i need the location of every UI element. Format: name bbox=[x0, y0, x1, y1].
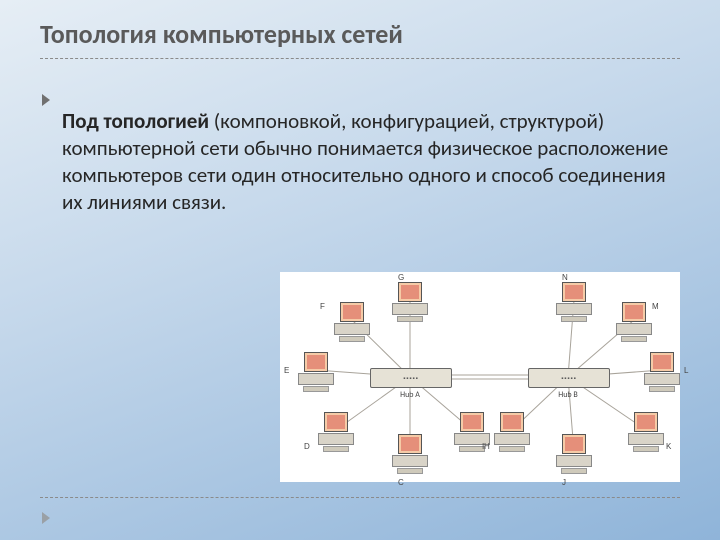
computer-node bbox=[330, 302, 374, 342]
network-topology-diagram: Hub AHub BGFEDCHNMLKJI bbox=[280, 272, 680, 482]
node-label: C bbox=[398, 478, 404, 487]
title-divider bbox=[40, 58, 680, 59]
node-label: J bbox=[562, 478, 566, 487]
node-label: H bbox=[484, 442, 490, 451]
chevron-right-icon bbox=[40, 93, 52, 112]
body-paragraph: Под топологией (компоновкой, конфигураци… bbox=[62, 108, 680, 216]
footer-divider bbox=[40, 497, 680, 498]
node-label: K bbox=[666, 442, 671, 451]
hub-label: Hub A bbox=[370, 390, 450, 400]
chevron-right-icon bbox=[40, 511, 52, 530]
computer-node bbox=[552, 282, 596, 322]
computer-node bbox=[624, 412, 668, 452]
node-label: G bbox=[398, 273, 404, 282]
hub-b bbox=[528, 368, 610, 388]
node-label: D bbox=[304, 442, 310, 451]
node-label: M bbox=[652, 302, 659, 311]
computer-node bbox=[294, 352, 338, 392]
bullet-row: Под топологией (компоновкой, конфигураци… bbox=[40, 87, 680, 237]
hub-a bbox=[370, 368, 452, 388]
computer-node bbox=[490, 412, 534, 452]
computer-node bbox=[612, 302, 656, 342]
node-label: F bbox=[320, 302, 325, 311]
computer-node bbox=[388, 434, 432, 474]
computer-node bbox=[314, 412, 358, 452]
computer-node bbox=[640, 352, 684, 392]
page-title: Топология компьютерных сетей bbox=[40, 18, 680, 50]
diagram-canvas: Hub AHub BGFEDCHNMLKJI bbox=[280, 272, 680, 482]
node-label: I bbox=[482, 442, 484, 451]
node-label: L bbox=[684, 366, 688, 375]
lead-term: Под топологией bbox=[62, 108, 209, 134]
computer-node bbox=[552, 434, 596, 474]
slide: Топология компьютерных сетей Под тополог… bbox=[0, 0, 720, 540]
node-label: E bbox=[284, 366, 289, 375]
hub-label: Hub B bbox=[528, 390, 608, 400]
computer-node bbox=[388, 282, 432, 322]
node-label: N bbox=[562, 273, 568, 282]
